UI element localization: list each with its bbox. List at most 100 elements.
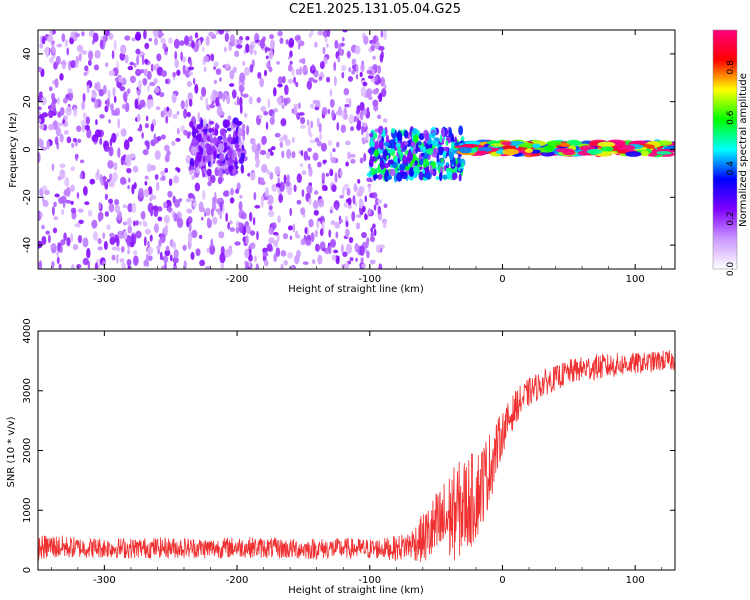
spectrogram-y-label: Frequency (Hz) bbox=[8, 112, 19, 188]
heatmap-cell bbox=[127, 203, 134, 213]
heatmap-cell bbox=[381, 88, 387, 98]
heatmap-cell bbox=[242, 60, 245, 67]
heatmap-cell bbox=[277, 177, 280, 185]
heatmap-cell bbox=[296, 112, 301, 120]
heatmap-cell bbox=[86, 128, 92, 139]
heatmap-cell bbox=[153, 208, 159, 218]
heatmap-cell bbox=[126, 217, 132, 227]
heatmap-cell bbox=[104, 211, 110, 217]
heatmap-cell bbox=[331, 254, 337, 261]
heatmap-cell bbox=[171, 93, 177, 104]
heatmap-cell bbox=[348, 97, 352, 108]
heatmap-cell bbox=[65, 199, 72, 204]
heatmap-cell bbox=[159, 233, 166, 244]
heatmap-cell bbox=[183, 260, 187, 269]
heatmap-cell bbox=[164, 167, 169, 173]
heatmap-cell bbox=[143, 68, 148, 77]
heatmap-cell bbox=[188, 222, 192, 232]
heatmap-cell bbox=[169, 254, 173, 262]
heatmap-cell bbox=[369, 39, 374, 45]
heatmap-cell bbox=[99, 137, 103, 145]
heatmap-cell bbox=[271, 222, 277, 230]
heatmap-cell bbox=[208, 31, 215, 37]
heatmap-cell bbox=[102, 232, 106, 239]
heatmap-cell bbox=[372, 55, 376, 60]
heatmap-cell bbox=[143, 188, 150, 198]
heatmap-cell bbox=[461, 143, 480, 148]
heatmap-cell bbox=[103, 240, 108, 250]
heatmap-cell bbox=[98, 201, 102, 211]
heatmap-cell bbox=[388, 149, 392, 155]
heatmap-cell bbox=[319, 228, 324, 237]
heatmap-cell bbox=[373, 149, 379, 157]
heatmap-cell bbox=[262, 251, 269, 257]
heatmap-cell bbox=[157, 32, 165, 37]
heatmap-cell bbox=[41, 235, 47, 246]
heatmap-cell bbox=[38, 106, 42, 111]
heatmap-cell bbox=[379, 168, 386, 175]
heatmap-cell bbox=[360, 86, 367, 98]
heatmap-cell bbox=[220, 201, 223, 212]
heatmap-cell bbox=[295, 81, 299, 88]
heatmap-cell bbox=[337, 55, 341, 63]
heatmap-cell bbox=[205, 104, 211, 111]
heatmap-cell bbox=[164, 154, 170, 163]
heatmap-cell bbox=[308, 197, 312, 206]
heatmap-cell bbox=[297, 42, 301, 50]
heatmap-cell bbox=[89, 178, 96, 185]
heatmap-cell bbox=[50, 102, 56, 110]
heatmap-cell bbox=[91, 90, 97, 99]
heatmap-cell bbox=[249, 137, 256, 145]
heatmap-cell bbox=[276, 96, 282, 104]
heatmap-cell bbox=[308, 77, 315, 82]
heatmap-cell bbox=[406, 151, 414, 162]
heatmap-cell bbox=[195, 248, 201, 257]
heatmap-cell bbox=[78, 53, 82, 62]
heatmap-cell bbox=[179, 40, 185, 46]
heatmap-cell bbox=[114, 77, 120, 82]
spectrogram-x-axis: -300 -200 -100 0 100 bbox=[50, 30, 663, 285]
heatmap-cell bbox=[385, 134, 390, 144]
heatmap-cell bbox=[239, 104, 243, 114]
heatmap-cell bbox=[306, 119, 310, 127]
heatmap-cell bbox=[41, 36, 46, 45]
heatmap-cell bbox=[224, 120, 228, 129]
heatmap-cell bbox=[94, 262, 98, 269]
heatmap-cell bbox=[149, 234, 153, 242]
heatmap-cell bbox=[351, 64, 356, 70]
heatmap-cell bbox=[400, 141, 405, 150]
heatmap-cell bbox=[133, 182, 137, 190]
heatmap-cell bbox=[187, 192, 194, 199]
heatmap-cell bbox=[160, 170, 166, 176]
heatmap-cell bbox=[146, 70, 152, 80]
heatmap-cell bbox=[87, 209, 93, 217]
heatmap-cell bbox=[119, 85, 126, 92]
heatmap-cell bbox=[359, 110, 364, 121]
heatmap-cell bbox=[122, 204, 128, 209]
heatmap-cell bbox=[248, 254, 253, 262]
heatmap-cell bbox=[44, 189, 50, 196]
snr-x-label: Height of straight line (km) bbox=[288, 585, 424, 596]
heatmap-cell bbox=[119, 257, 125, 263]
heatmap-cell bbox=[61, 59, 67, 70]
heatmap-cell bbox=[546, 140, 562, 146]
heatmap-cell bbox=[180, 100, 185, 110]
snr-x-tick-label: -200 bbox=[226, 575, 249, 586]
heatmap-cell bbox=[368, 133, 374, 138]
heatmap-cell bbox=[329, 88, 333, 97]
heatmap-cell bbox=[64, 176, 70, 187]
heatmap-cell bbox=[294, 35, 301, 41]
heatmap-cell bbox=[108, 32, 114, 41]
heatmap-cell bbox=[97, 238, 102, 245]
heatmap-cell bbox=[191, 125, 196, 131]
heatmap-cell bbox=[76, 44, 84, 53]
heatmap-cell bbox=[279, 181, 285, 192]
heatmap-cell bbox=[205, 35, 210, 46]
heatmap-cell bbox=[117, 118, 121, 129]
heatmap-cell bbox=[308, 132, 313, 138]
heatmap-cell bbox=[329, 238, 337, 248]
heatmap-cell bbox=[144, 180, 148, 186]
heatmap-cell bbox=[403, 129, 409, 139]
heatmap-cell bbox=[342, 251, 348, 258]
heatmap-cell bbox=[197, 111, 201, 122]
